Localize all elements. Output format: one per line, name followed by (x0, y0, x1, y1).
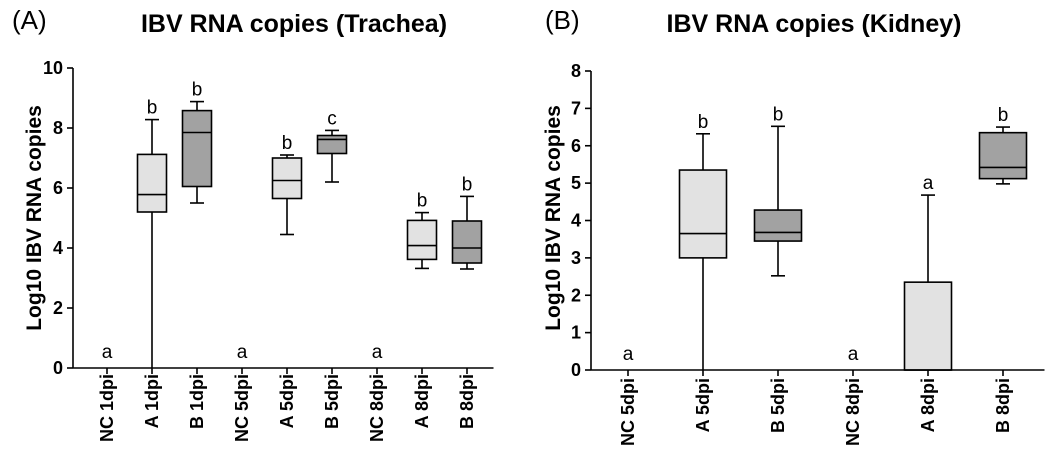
kidney-significance-letter: b (998, 105, 1009, 126)
kidney-box (678, 169, 728, 259)
trachea-box (181, 109, 213, 188)
trachea-significance-letter: a (372, 342, 383, 363)
trachea-x-tick-label: NC 8dpi (367, 374, 387, 442)
trachea-significance-letter: b (282, 133, 293, 154)
trachea-y-tick-label: 8 (53, 118, 63, 138)
panel-a-label: (A) (12, 5, 47, 35)
kidney-x-tick-label: B 5dpi (768, 378, 788, 433)
trachea-significance-letter: b (147, 98, 158, 119)
kidney-y-axis-label: Log10 IBV RNA copies (542, 105, 565, 331)
trachea-x-tick-label: B 8dpi (457, 374, 477, 429)
trachea-significance-letter: c (327, 108, 337, 129)
trachea-y-axis-label: Log10 IBV RNA copies (23, 105, 46, 331)
trachea-box (406, 219, 438, 261)
trachea-significance-letter: b (417, 191, 428, 212)
kidney-y-tick-label: 8 (571, 61, 581, 81)
trachea-significance-letter: a (102, 342, 113, 363)
trachea-box (451, 220, 483, 264)
trachea-x-tick-label: B 1dpi (187, 374, 207, 429)
kidney-y-tick-label: 1 (571, 323, 581, 343)
trachea-significance-letter: b (462, 174, 473, 195)
kidney-y-tick-label: 4 (571, 211, 581, 231)
kidney-x-tick-label: B 8dpi (993, 378, 1013, 433)
trachea-y-tick-label: 4 (53, 238, 63, 258)
kidney-significance-letter: b (773, 104, 784, 125)
kidney-x-tick-label: NC 8dpi (843, 378, 863, 446)
kidney-y-tick-label: 5 (571, 173, 581, 193)
trachea-box (271, 157, 303, 200)
kidney-panel: (B) IBV RNA copies (Kidney) Log10 IBV RN… (542, 5, 1045, 446)
trachea-y-tick-label: 2 (53, 298, 63, 318)
trachea-box (136, 153, 168, 213)
kidney-chart-title: IBV RNA copies (Kidney) (667, 10, 962, 38)
kidney-box (903, 281, 953, 371)
trachea-panel: (A) IBV RNA copies (Trachea) Log10 IBV R… (12, 5, 494, 442)
kidney-y-tick-label: 2 (571, 285, 581, 305)
trachea-chart-title: IBV RNA copies (Trachea) (141, 10, 447, 38)
trachea-y-tick-label: 6 (53, 178, 63, 198)
kidney-x-tick-label: A 8dpi (918, 378, 938, 432)
kidney-significance-letter: b (698, 112, 709, 133)
trachea-x-tick-label: A 5dpi (277, 374, 297, 428)
kidney-y-tick-label: 0 (571, 360, 581, 380)
trachea-box (316, 134, 348, 155)
kidney-significance-letter: a (623, 344, 634, 365)
trachea-x-tick-label: A 8dpi (412, 374, 432, 428)
trachea-significance-letter: b (192, 80, 203, 101)
trachea-y-tick-label: 0 (53, 358, 63, 378)
kidney-x-tick-label: A 5dpi (693, 378, 713, 432)
trachea-x-tick-label: NC 5dpi (232, 374, 252, 442)
trachea-y-tick-label: 10 (43, 58, 63, 78)
kidney-significance-letter: a (923, 173, 934, 194)
kidney-box (978, 131, 1028, 180)
trachea-x-tick-label: B 5dpi (322, 374, 342, 429)
trachea-x-tick-label: A 1dpi (142, 374, 162, 428)
kidney-significance-letter: a (848, 344, 859, 365)
trachea-significance-letter: a (237, 342, 248, 363)
kidney-box (753, 209, 803, 242)
kidney-x-tick-label: NC 5dpi (618, 378, 638, 446)
kidney-y-tick-label: 3 (571, 248, 581, 268)
panel-b-label: (B) (545, 5, 580, 35)
kidney-y-tick-label: 6 (571, 136, 581, 156)
trachea-x-tick-label: NC 1dpi (97, 374, 117, 442)
kidney-y-tick-label: 7 (571, 98, 581, 118)
